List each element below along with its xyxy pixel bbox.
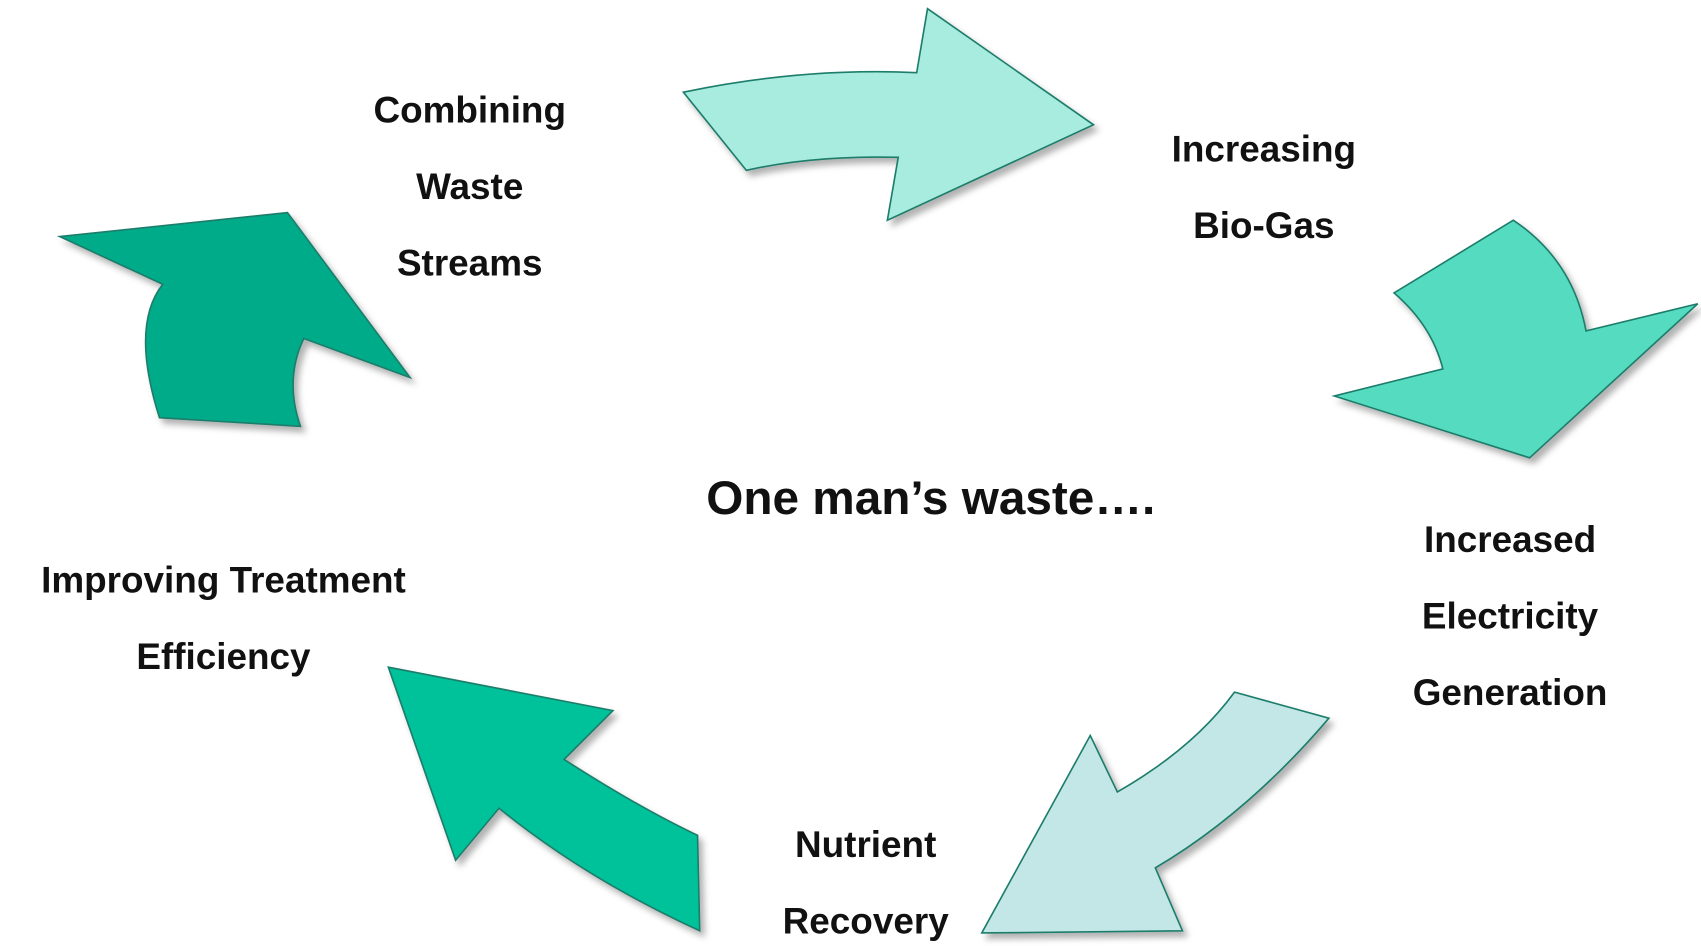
node-label: Nutrient <box>795 824 936 865</box>
arrow <box>387 666 701 933</box>
node-label: Bio-Gas <box>1193 205 1334 246</box>
arrow <box>681 7 1096 222</box>
node-label: Generation <box>1413 672 1608 713</box>
node-label: Streams <box>397 243 543 284</box>
node-label: Combining <box>373 90 566 131</box>
node-label: Improving Treatment <box>41 559 406 600</box>
node-label: Efficiency <box>136 636 311 677</box>
node-label: Waste <box>416 166 523 207</box>
center-title: One man’s waste…. <box>706 472 1155 525</box>
arrow <box>56 211 413 428</box>
node-label: Increased <box>1424 519 1596 560</box>
node-label: Increasing <box>1172 129 1356 170</box>
node-label: Recovery <box>783 900 950 941</box>
node-label: Electricity <box>1422 596 1599 637</box>
arrow <box>1331 219 1699 459</box>
arrow <box>980 691 1331 934</box>
